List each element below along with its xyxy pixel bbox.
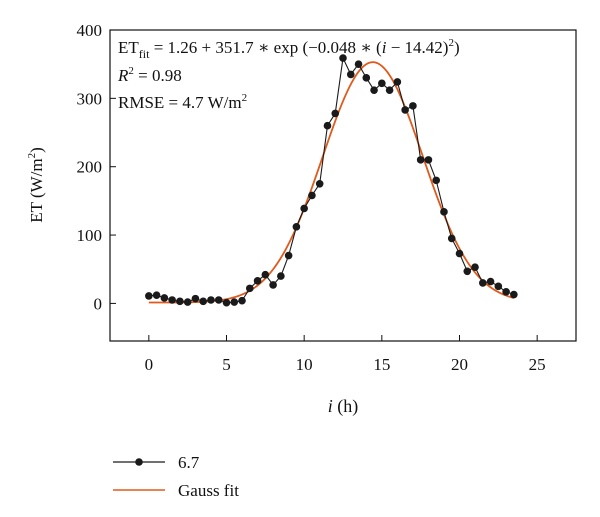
data-point <box>261 270 270 279</box>
data-point <box>401 106 409 114</box>
data-point <box>284 251 293 260</box>
data-point <box>378 79 386 88</box>
y-tick-label: 100 <box>77 226 103 245</box>
data-point <box>152 291 161 300</box>
data-point <box>354 60 363 68</box>
legend-label-gauss-fit: Gauss fit <box>178 481 239 500</box>
data-point <box>214 296 223 304</box>
data-point <box>292 223 301 231</box>
data-point <box>479 279 487 287</box>
data-point <box>238 296 246 305</box>
data-point <box>269 281 277 289</box>
data-point <box>277 272 285 280</box>
data-point <box>160 294 169 302</box>
data-point <box>385 86 394 94</box>
data-point <box>246 284 254 293</box>
legend: 6.7 Gauss fit <box>113 453 239 500</box>
data-point <box>486 277 495 286</box>
legend-label-observed: 6.7 <box>178 453 200 472</box>
axis-ticks <box>110 29 538 341</box>
y-tick-label: 200 <box>77 158 103 177</box>
r-squared-annotation: R2 = 0.98 <box>117 65 182 85</box>
observed-series-layer <box>145 54 518 307</box>
data-point <box>494 282 503 291</box>
data-point <box>370 86 378 94</box>
legend-marker-observed <box>135 458 143 466</box>
x-tick-label: 15 <box>373 355 390 374</box>
x-tick-label: 25 <box>529 355 546 374</box>
y-axis-label: ET (W/m2) <box>26 147 46 223</box>
x-tick-label: 0 <box>145 355 154 374</box>
data-point <box>145 292 153 300</box>
y-tick-label: 400 <box>77 21 103 40</box>
data-point <box>362 74 371 82</box>
data-point <box>253 277 262 285</box>
rmse-annotation: RMSE = 4.7 W/m2 <box>118 92 247 112</box>
x-axis-label: i (h) <box>328 396 359 417</box>
x-tick-label: 5 <box>222 355 231 374</box>
data-point <box>222 298 231 307</box>
data-point <box>346 70 355 79</box>
data-point <box>463 267 472 276</box>
x-tick-label: 10 <box>296 355 313 374</box>
data-point <box>440 208 448 216</box>
data-point <box>393 78 402 86</box>
data-point <box>424 156 433 164</box>
equation-annotation: ETfit = 1.26 + 351.7 ∗ exp (−0.048 ∗ (i … <box>118 37 460 61</box>
data-point <box>315 179 324 188</box>
data-point <box>323 121 332 130</box>
tick-labels: 0 5 10 15 20 25 0 100 200 300 400 <box>77 21 546 374</box>
y-tick-label: 300 <box>77 89 103 108</box>
data-point <box>168 296 176 304</box>
data-point <box>510 290 518 299</box>
data-point <box>230 298 239 306</box>
data-point <box>502 287 510 296</box>
data-point <box>455 249 464 258</box>
data-point <box>308 191 316 200</box>
data-point <box>339 54 347 62</box>
data-point <box>183 298 192 306</box>
data-point <box>207 296 215 304</box>
data-point <box>176 297 184 306</box>
data-point <box>331 109 340 118</box>
plot-frame <box>109 29 577 342</box>
data-point <box>199 297 207 306</box>
data-point <box>409 102 417 110</box>
y-tick-label: 0 <box>94 294 103 313</box>
data-point <box>447 234 456 243</box>
data-point <box>432 176 441 185</box>
data-point <box>191 294 200 303</box>
data-point <box>300 204 308 213</box>
data-point <box>416 156 425 164</box>
x-tick-label: 20 <box>451 355 468 374</box>
data-point <box>471 263 479 271</box>
